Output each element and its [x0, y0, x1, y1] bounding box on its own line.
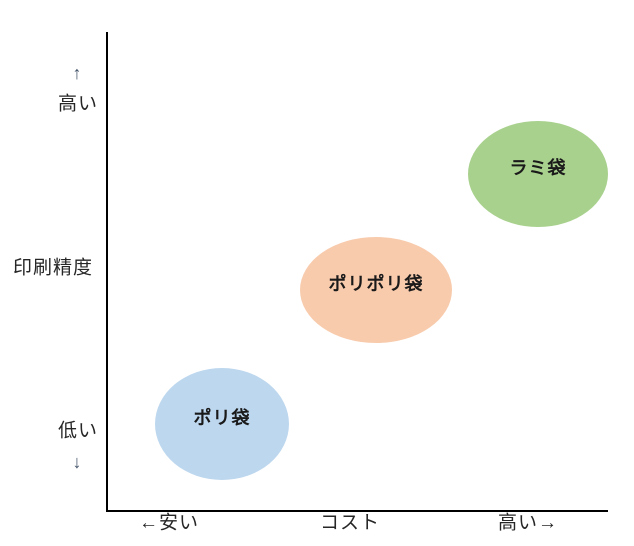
bubble-lami-bag: ラミ袋: [468, 121, 608, 227]
y-axis-high-label: 高い: [57, 93, 99, 115]
x-axis-line: [106, 510, 608, 512]
bubble-poripori-bag: ポリポリ袋: [300, 237, 452, 343]
x-axis-expensive-label: 高い→: [497, 512, 559, 534]
y-axis-low-label: 低い: [57, 420, 99, 442]
y-axis-title: 印刷精度: [12, 257, 94, 279]
x-axis-title: コスト: [319, 512, 381, 534]
y-axis-line: [106, 32, 108, 512]
up-arrow-icon: ↑: [72, 63, 82, 83]
bubble-poly-bag-label: ポリ袋: [193, 408, 251, 428]
bubble-lami-bag-label: ラミ袋: [509, 158, 567, 178]
down-arrow-icon: ↓: [72, 452, 82, 472]
bubble-poripori-bag-label: ポリポリ袋: [328, 274, 424, 294]
bubble-poly-bag: ポリ袋: [155, 368, 289, 480]
x-axis-cheap-label: ←安い: [138, 512, 200, 534]
